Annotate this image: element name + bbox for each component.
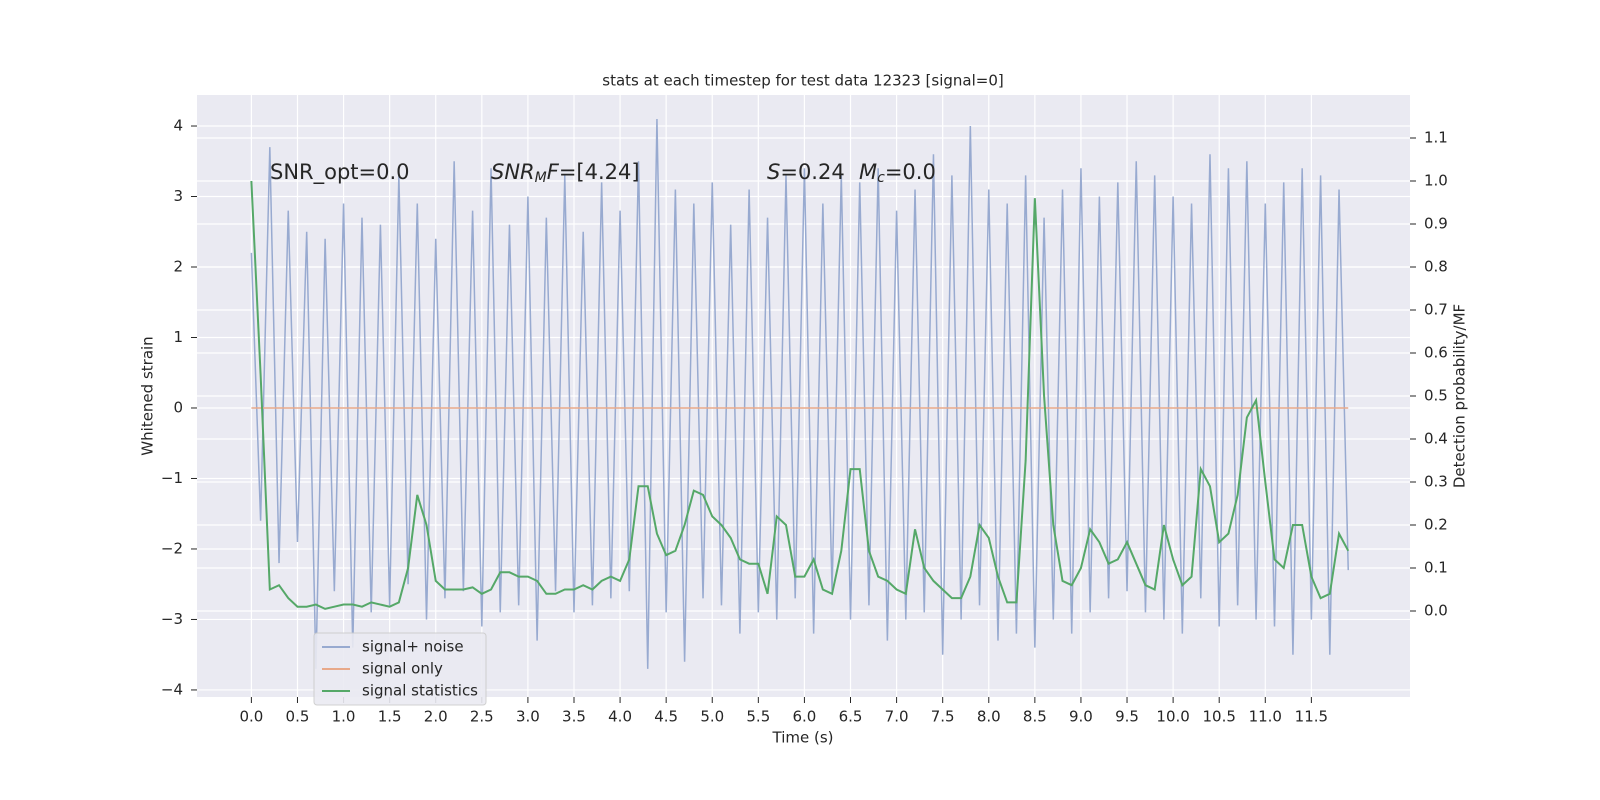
x-tick-label: 11.0 [1249, 708, 1282, 726]
annotation-part: =0.0 [885, 160, 936, 184]
y2-tick-label: 0.4 [1424, 430, 1448, 448]
legend-box [313, 632, 487, 706]
chart-title: stats at each timestep for test data 123… [602, 72, 1003, 90]
x-tick-label: 1.0 [332, 708, 356, 726]
y-tick-label: 3 [173, 187, 183, 205]
x-tick-label: 6.5 [839, 708, 863, 726]
annotation-part: c [877, 170, 885, 186]
x-tick-label: 5.5 [746, 708, 770, 726]
x-tick-label: 9.0 [1069, 708, 1093, 726]
x-tick-label: 4.0 [608, 708, 632, 726]
annotation-part: SNR_opt=0.0 [270, 160, 410, 185]
annotation-part: =0.24 [780, 160, 844, 184]
y2-tick-label: 0.0 [1424, 602, 1448, 620]
annotation-part: SNR [491, 160, 535, 184]
y-tick-label: 2 [173, 258, 183, 276]
y-tick-label: −4 [161, 680, 183, 698]
y-axis-label: Whitened strain [139, 336, 157, 455]
x-tick-label: 6.0 [792, 708, 816, 726]
annotation-part: S [767, 160, 780, 184]
legend-label: signal only [362, 660, 443, 678]
x-tick-label: 3.5 [562, 708, 586, 726]
annotation: S=0.24 [767, 160, 845, 184]
series-line [250, 118, 1349, 669]
annotation-part: M [859, 160, 877, 184]
y2-tick-label: 0.6 [1424, 344, 1448, 362]
x-tick-label: 8.5 [1023, 708, 1047, 726]
y2-tick-label: 0.8 [1424, 258, 1448, 276]
x-tick-label: 3.0 [516, 708, 540, 726]
x-tick-label: 10.0 [1156, 708, 1189, 726]
y2-axis-label: Detection probability/MF [1451, 304, 1469, 488]
x-axis-label: Time (s) [772, 729, 834, 747]
legend-label: signal+ noise [362, 638, 464, 656]
x-tick-label: 7.5 [931, 708, 955, 726]
x-tick-label: 0.0 [239, 708, 263, 726]
x-tick-label: 9.5 [1115, 708, 1139, 726]
x-tick-label: 5.0 [700, 708, 724, 726]
y2-tick-label: 0.3 [1424, 473, 1448, 491]
y2-tick-label: 0.1 [1424, 559, 1448, 577]
annotation: SNRMF=[4.24] [491, 160, 640, 186]
annotation-part: =[4.24] [559, 160, 640, 184]
x-tick-label: 7.0 [885, 708, 909, 726]
y2-tick-label: 0.5 [1424, 387, 1448, 405]
y2-tick-label: 1.0 [1424, 172, 1448, 190]
x-tick-label: 2.5 [470, 708, 494, 726]
legend-label: signal statistics [362, 682, 478, 700]
y2-tick-label: 0.9 [1424, 215, 1448, 233]
y2-tick-label: 0.7 [1424, 301, 1448, 319]
annotation-part: F [547, 160, 560, 184]
x-tick-label: 8.0 [977, 708, 1001, 726]
y-tick-label: −1 [161, 469, 183, 487]
y-tick-label: 1 [173, 328, 183, 346]
x-tick-label: 0.5 [286, 708, 310, 726]
x-tick-label: 4.5 [654, 708, 678, 726]
y-tick-label: 0 [173, 398, 183, 416]
y-tick-label: −3 [161, 610, 183, 628]
x-tick-label: 11.5 [1295, 708, 1328, 726]
annotation: SNR_opt=0.0 [270, 160, 410, 185]
y2-tick-label: 0.2 [1424, 516, 1448, 534]
x-tick-label: 2.0 [424, 708, 448, 726]
x-tick-label: 1.5 [378, 708, 402, 726]
annotation-part: M [535, 170, 547, 186]
y-tick-label: 4 [173, 117, 183, 135]
series-line [250, 180, 1350, 610]
annotation: Mc=0.0 [859, 160, 936, 186]
y-tick-label: −2 [161, 539, 183, 557]
x-tick-label: 10.5 [1202, 708, 1235, 726]
y2-tick-label: 1.1 [1424, 129, 1448, 147]
